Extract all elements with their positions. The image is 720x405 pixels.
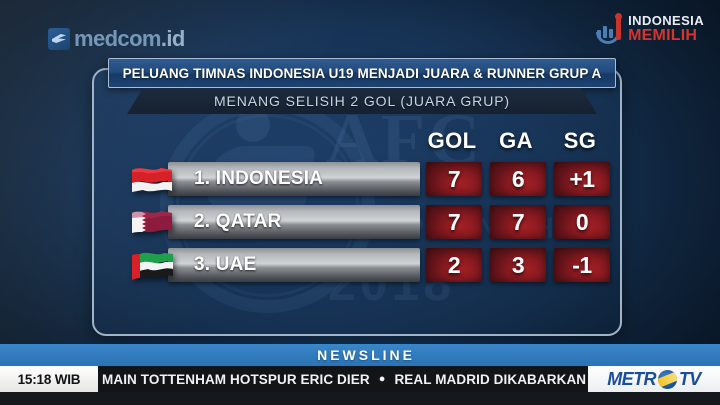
metrotv-globe-icon <box>657 369 677 389</box>
table-row: 2. QATAR 7 7 0 <box>130 203 610 241</box>
bar-1-icon <box>597 30 602 38</box>
ticker-bottom-strip <box>0 392 720 405</box>
headline-block: PELUANG TIMNAS INDONESIA U19 MENJADI JUA… <box>108 58 616 114</box>
stat-gol-cell: 2 <box>426 248 482 282</box>
flag-uae-icon <box>130 250 174 280</box>
ticker-item-2: REAL MADRID DIKABARKAN AKAN <box>394 371 629 387</box>
medcom-mark-icon <box>48 28 70 50</box>
stat-ga-value: 6 <box>511 165 525 192</box>
stat-gol-value: 2 <box>447 251 461 278</box>
medcom-name: medcom <box>74 26 161 51</box>
stat-gol-value: 7 <box>447 165 461 192</box>
stat-sg-cell: 0 <box>554 205 610 239</box>
flag-qatar-icon <box>130 207 174 237</box>
stat-sg-value: +1 <box>569 165 595 192</box>
bar-3-icon <box>609 29 614 38</box>
newsline-label: NEWSLINE <box>317 347 415 363</box>
table-row: 3. UAE 2 3 -1 <box>130 246 610 284</box>
medcom-wordmark: medcom.id <box>74 26 185 52</box>
stat-sg-value: 0 <box>575 208 589 235</box>
metrotv-part1: METR <box>607 368 656 389</box>
ticker-clock: 15:18 WIB <box>0 366 98 392</box>
metrotv-part2: TV <box>678 368 701 389</box>
ticker-crawl: MAIN TOTTENHAM HOTSPUR ERIC DIER ● REAL … <box>98 372 720 387</box>
flag-indonesia-icon <box>130 164 174 194</box>
row-stats: 2 3 -1 <box>426 248 610 282</box>
column-header-gol: GOL <box>427 128 477 153</box>
stat-ga-cell: 3 <box>490 248 546 282</box>
team-name-bar: 2. QATAR <box>168 205 420 239</box>
team-name: 3. UAE <box>194 254 257 275</box>
stat-ga-value: 3 <box>511 251 525 278</box>
medcom-logo: medcom.id <box>48 26 185 52</box>
logo-line-indonesia: INDONESIA <box>628 13 704 28</box>
stat-gol-value: 7 <box>447 208 461 235</box>
bar-2-icon <box>603 26 608 38</box>
stat-sg-cell: +1 <box>554 162 610 196</box>
pin-stem-icon <box>616 18 622 40</box>
team-name: 1. INDONESIA <box>194 168 324 189</box>
headline-subtitle: MENANG SELISIH 2 GOL (JUARA GRUP) <box>213 93 510 109</box>
column-header-ga: GA <box>499 128 533 153</box>
newsline-band: NEWSLINE <box>0 344 720 366</box>
medcom-suffix: .id <box>160 26 185 51</box>
stat-gol-cell: 7 <box>426 162 482 196</box>
pin-head-icon <box>615 13 623 20</box>
headline-title: PELUANG TIMNAS INDONESIA U19 MENJADI JUA… <box>122 65 602 81</box>
table-row: 1. INDONESIA 7 6 +1 <box>130 160 610 198</box>
column-header-sg: SG <box>563 128 597 153</box>
ticker-separator-icon: ● <box>378 373 386 385</box>
metrotv-logo: METR TV <box>588 366 720 392</box>
ticker-item-1: MAIN TOTTENHAM HOTSPUR ERIC DIER <box>102 371 370 387</box>
stat-sg-value: -1 <box>572 251 592 278</box>
stat-ga-cell: 6 <box>490 162 546 196</box>
stat-ga-value: 7 <box>511 208 525 235</box>
indonesia-memilih-wordmark: INDONESIA MEMILIH <box>628 14 704 44</box>
standings-table: GOL GA SG 1. INDONESIA 7 6 +1 <box>130 128 610 289</box>
team-name: 2. QATAR <box>194 211 282 232</box>
indonesia-memilih-mark-icon <box>596 13 623 44</box>
stat-gol-cell: 7 <box>426 205 482 239</box>
stat-ga-cell: 7 <box>490 205 546 239</box>
row-stats: 7 7 0 <box>426 205 610 239</box>
team-name-bar: 1. INDONESIA <box>168 162 420 196</box>
logo-line-memilih: MEMILIH <box>628 27 698 44</box>
subtitle-banner: MENANG SELISIH 2 GOL (JUARA GRUP) <box>127 88 597 114</box>
row-stats: 7 6 +1 <box>426 162 610 196</box>
headline-banner: PELUANG TIMNAS INDONESIA U19 MENJADI JUA… <box>108 58 616 88</box>
team-name-bar: 3. UAE <box>168 248 420 282</box>
table-header-row: GOL GA SG <box>130 128 610 154</box>
stat-sg-cell: -1 <box>554 248 610 282</box>
indonesia-memilih-logo: INDONESIA MEMILIH <box>596 13 704 44</box>
